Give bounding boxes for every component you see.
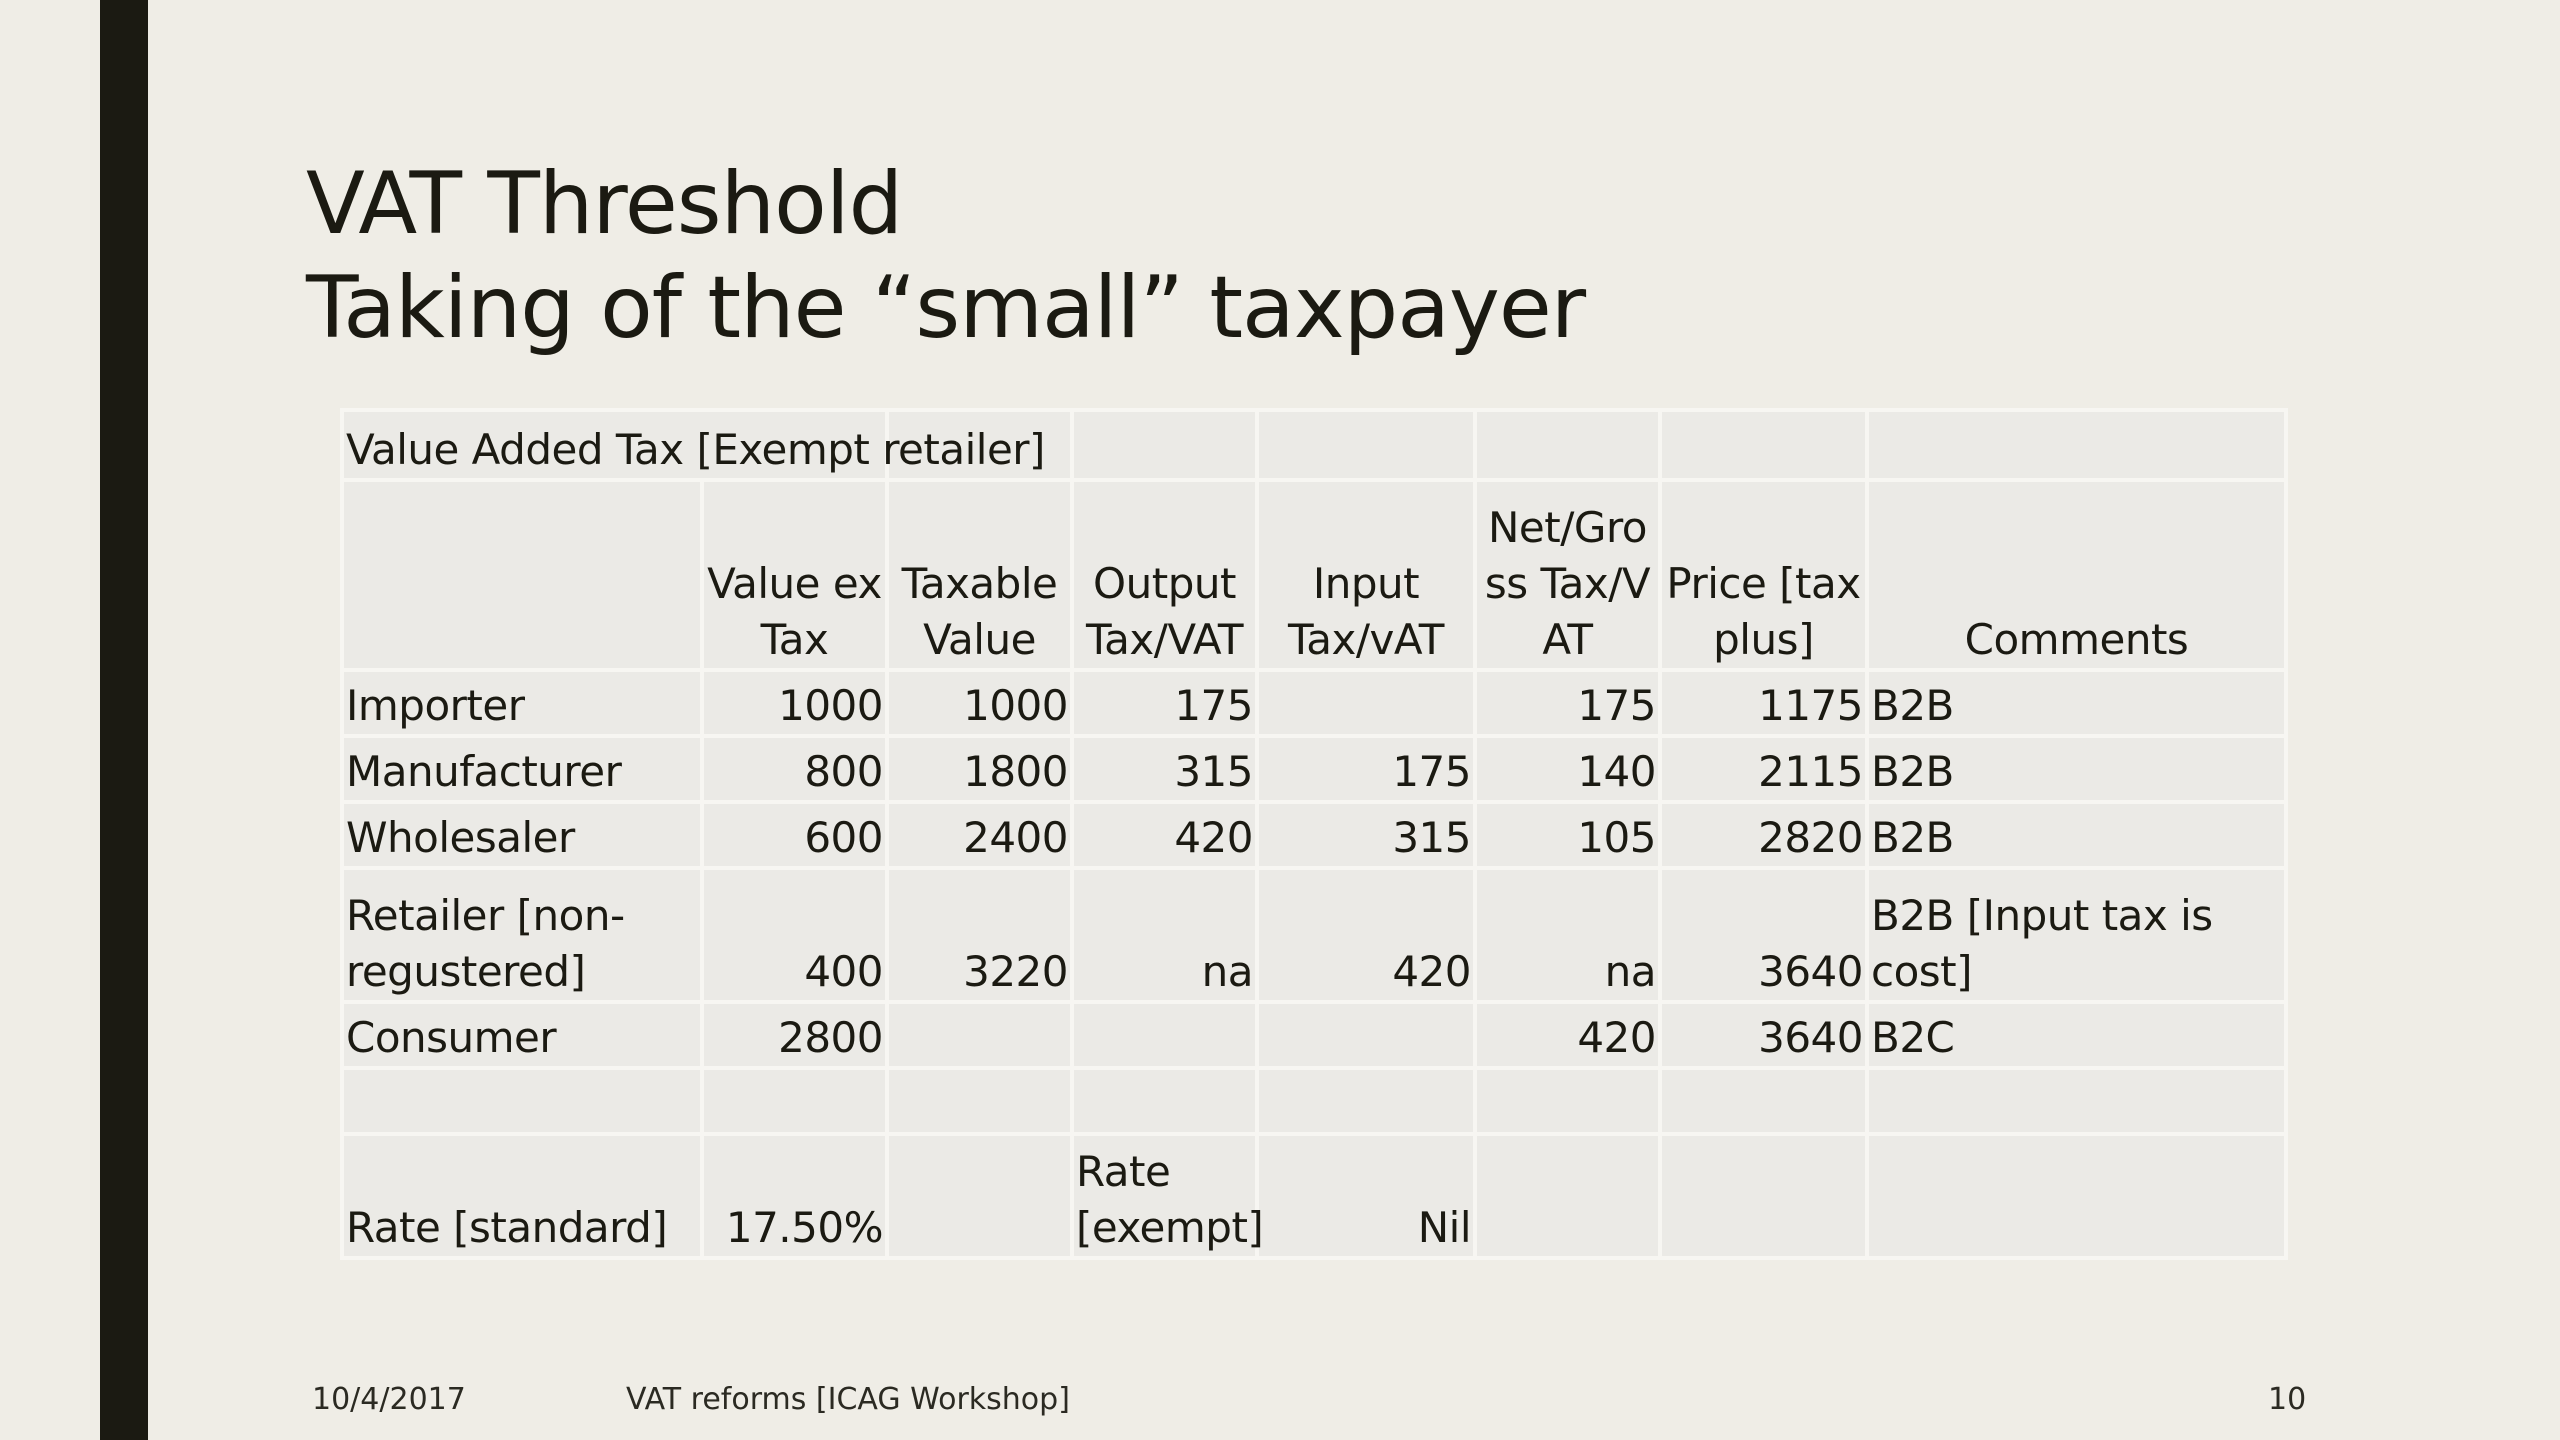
- table-row-empty: [340, 1066, 2288, 1136]
- cell-comment: B2B: [1865, 668, 2288, 738]
- cell-input-tax: 315: [1255, 800, 1477, 870]
- table-cell: [1070, 1066, 1259, 1136]
- column-header-comments: Comments: [1865, 478, 2288, 672]
- cell-taxable-value: 1800: [885, 734, 1074, 804]
- cell-price: 2115: [1658, 734, 1869, 804]
- cell-output-tax: 420: [1070, 800, 1259, 870]
- cell-price: 3640: [1658, 1000, 1869, 1070]
- column-header-output-tax: Output Tax/VAT: [1070, 478, 1259, 672]
- table-row: Wholesaler 600 2400 420 315 105 2820 B2B: [340, 800, 2288, 870]
- cell-output-tax: 315: [1070, 734, 1259, 804]
- table-cell: [1255, 1066, 1477, 1136]
- rate-standard-label: Rate [standard]: [340, 1132, 704, 1260]
- cell-input-tax: [1255, 1000, 1477, 1070]
- cell-net-gross-tax: 105: [1473, 800, 1662, 870]
- table-cell: [1473, 408, 1662, 482]
- cell-net-gross-tax: na: [1473, 866, 1662, 1004]
- table-cell: [1658, 408, 1869, 482]
- cell-price: 1175: [1658, 668, 1869, 738]
- vat-table: Value Added Tax [Exempt retailer] Value …: [340, 408, 2288, 1260]
- footer-text: VAT reforms [ICAG Workshop]: [626, 1382, 1070, 1417]
- table-cell: [885, 408, 1074, 482]
- slide-title-line-2: Taking of the “small” taxpayer: [306, 258, 1586, 358]
- cell-comment: B2B [Input tax is cost]: [1865, 866, 2288, 1004]
- slide-title-line-1: VAT Threshold: [306, 154, 903, 254]
- cell-value-ex-tax: 400: [700, 866, 889, 1004]
- table-cell: [1473, 1132, 1662, 1260]
- cell-comment: B2B: [1865, 800, 2288, 870]
- column-header-net-gross-tax: Net/Gross Tax/VAT: [1473, 478, 1662, 672]
- cell-input-tax: 420: [1255, 866, 1477, 1004]
- table-cell: [1473, 1066, 1662, 1136]
- cell-taxable-value: 3220: [885, 866, 1074, 1004]
- cell-output-tax: [1070, 1000, 1259, 1070]
- table-cell: [1255, 408, 1477, 482]
- column-header-price: Price [tax plus]: [1658, 478, 1869, 672]
- accent-side-bar: [100, 0, 148, 1440]
- column-header-input-tax: Input Tax/vAT: [1255, 478, 1477, 672]
- row-label: Consumer: [340, 1000, 704, 1070]
- cell-output-tax: na: [1070, 866, 1259, 1004]
- table-row: Manufacturer 800 1800 315 175 140 2115 B…: [340, 734, 2288, 804]
- cell-net-gross-tax: 420: [1473, 1000, 1662, 1070]
- cell-value-ex-tax: 2800: [700, 1000, 889, 1070]
- cell-input-tax: 175: [1255, 734, 1477, 804]
- rate-row: Rate [standard] 17.50% Rate [exempt] Nil: [340, 1132, 2288, 1260]
- row-label: Manufacturer: [340, 734, 704, 804]
- table-cell: [885, 1066, 1074, 1136]
- table-cell: [700, 1066, 889, 1136]
- table-cell: [1865, 1132, 2288, 1260]
- row-label: Wholesaler: [340, 800, 704, 870]
- cell-taxable-value: 2400: [885, 800, 1074, 870]
- rate-exempt-label: Rate [exempt]: [1070, 1132, 1264, 1260]
- table-row: Importer 1000 1000 175 175 1175 B2B: [340, 668, 2288, 738]
- table-caption-row: Value Added Tax [Exempt retailer]: [340, 408, 2288, 482]
- table-cell: [340, 1066, 704, 1136]
- table-row: Retailer [non-regustered] 400 3220 na 42…: [340, 866, 2288, 1004]
- column-header-value-ex-tax: Value ex Tax: [700, 478, 889, 672]
- cell-price: 3640: [1658, 866, 1869, 1004]
- cell-value-ex-tax: 1000: [700, 668, 889, 738]
- table-cell: [1865, 408, 2288, 482]
- cell-output-tax: 175: [1070, 668, 1259, 738]
- cell-value-ex-tax: 800: [700, 734, 889, 804]
- cell-net-gross-tax: 140: [1473, 734, 1662, 804]
- rate-standard-value: 17.50%: [700, 1132, 889, 1260]
- table-cell: [1070, 408, 1259, 482]
- column-header-taxable-value: Taxable Value: [885, 478, 1074, 672]
- cell-taxable-value: [885, 1000, 1074, 1070]
- table-cell: [1658, 1132, 1869, 1260]
- rate-exempt-value: Nil: [1255, 1132, 1477, 1260]
- cell-comment: B2B: [1865, 734, 2288, 804]
- cell-price: 2820: [1658, 800, 1869, 870]
- cell-comment: B2C: [1865, 1000, 2288, 1070]
- row-label: Retailer [non-regustered]: [340, 866, 704, 1004]
- table-row: Consumer 2800 420 3640 B2C: [340, 1000, 2288, 1070]
- table-caption: Value Added Tax [Exempt retailer]: [340, 408, 1045, 482]
- column-header: [340, 478, 704, 672]
- slide-title: VAT Threshold Taking of the “small” taxp…: [306, 152, 1586, 360]
- footer-date: 10/4/2017: [312, 1382, 466, 1417]
- slide-number: 10: [2268, 1382, 2307, 1417]
- row-label: Importer: [340, 668, 704, 738]
- table-header-row: Value ex Tax Taxable Value Output Tax/VA…: [340, 478, 2288, 672]
- table-cell: [1865, 1066, 2288, 1136]
- cell-input-tax: [1255, 668, 1477, 738]
- cell-value-ex-tax: 600: [700, 800, 889, 870]
- table-cell: [1658, 1066, 1869, 1136]
- cell-net-gross-tax: 175: [1473, 668, 1662, 738]
- table-cell: [885, 1132, 1074, 1260]
- cell-taxable-value: 1000: [885, 668, 1074, 738]
